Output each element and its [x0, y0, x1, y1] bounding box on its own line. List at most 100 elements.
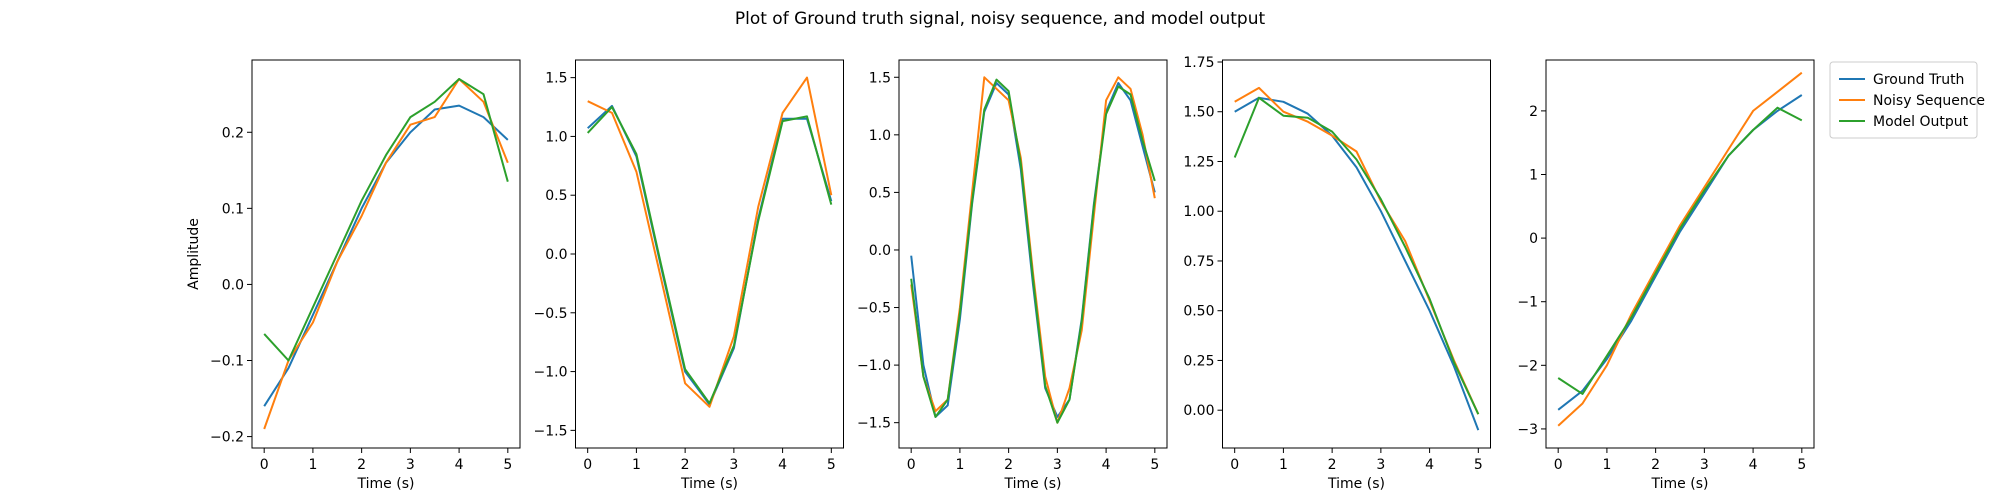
y-tick-label: −0.1	[210, 354, 244, 370]
series-group	[1233, 86, 1480, 431]
y-tick-label: 0.1	[222, 201, 244, 217]
y-tick-label: −1.0	[534, 365, 568, 381]
x-tick-label: 2	[1004, 457, 1013, 473]
y-tick-label: 0.0	[545, 247, 567, 263]
y-tick-label: 0.2	[222, 125, 244, 141]
x-tick-label: 0	[907, 457, 916, 473]
series-group	[910, 76, 1156, 424]
x-axis-label: Time (s)	[1327, 476, 1385, 492]
y-tick-label: −2	[1517, 358, 1538, 374]
y-tick-label: −3	[1517, 422, 1538, 438]
y-tick-label: −0.5	[857, 301, 891, 317]
y-tick-label: 0.75	[1183, 254, 1214, 270]
y-tick-label: 1.75	[1183, 55, 1214, 71]
legend-item: Model Output	[1839, 114, 1969, 130]
legend-box	[1829, 61, 1978, 139]
legend-item: Ground Truth	[1839, 72, 1964, 88]
x-tick-label: 4	[1102, 457, 1111, 473]
y-tick-label: 1.5	[545, 71, 567, 87]
y-tick-label: 2	[1529, 104, 1538, 120]
legend-item: Noisy Sequence	[1839, 93, 1985, 109]
x-tick-label: 4	[1749, 457, 1758, 473]
y-tick-label: −1.5	[857, 416, 891, 432]
series-line-noisy-sequence	[1557, 71, 1803, 427]
x-tick-label: 1	[1279, 457, 1288, 473]
x-tick-label: 1	[308, 457, 317, 473]
x-tick-label: 3	[1700, 457, 1709, 473]
x-tick-label: 5	[1797, 457, 1806, 473]
series-line-ground-truth	[1234, 96, 1480, 431]
axes-frame	[1545, 59, 1815, 449]
x-tick-label: 1	[1602, 457, 1611, 473]
x-tick-label: 2	[357, 457, 366, 473]
axes-frame	[1222, 59, 1491, 449]
y-tick-label: 1.5	[869, 70, 891, 86]
x-tick-label: 5	[1474, 457, 1483, 473]
series-line-model-output	[1233, 96, 1480, 415]
x-tick-label: 5	[1150, 457, 1159, 473]
x-axis-label: Time (s)	[357, 476, 415, 492]
series-line-model-output	[263, 78, 509, 362]
series-group	[1557, 71, 1803, 427]
x-tick-label: 1	[955, 457, 964, 473]
series-line-noisy-sequence	[263, 78, 509, 430]
x-tick-label: 4	[455, 457, 464, 473]
y-tick-label: 0.0	[222, 277, 244, 293]
x-tick-label: 4	[778, 457, 787, 473]
series-line-model-output	[910, 78, 1156, 424]
y-tick-label: 1.0	[545, 129, 567, 145]
y-tick-label: −0.5	[534, 306, 568, 322]
y-tick-label: 0.00	[1183, 403, 1214, 419]
subplot-3: 0 1 2 3 4 5 −1.5 −1.0 −0.5 0.0 0.5 1.0 1.5 Time (s)	[857, 59, 1168, 492]
y-tick-label: 0.0	[869, 243, 891, 259]
series-group	[263, 78, 509, 430]
x-tick-label: 1	[632, 457, 641, 473]
legend-label: Noisy Sequence	[1873, 93, 1985, 109]
legend-label: Model Output	[1873, 114, 1969, 130]
x-tick-label: 5	[503, 457, 512, 473]
subplot-4: 0 1 2 3 4 5 0.00 0.25 0.50 0.75 1.00 1.25 1.50 1.75 Ti…	[1183, 55, 1491, 492]
y-tick-label: 1.0	[869, 128, 891, 144]
subplot-2: 0 1 2 3 4 5 −1.5 −1.0 −0.5 0.0 0.5 1.0 1.5 Time (s)	[534, 59, 844, 492]
series-line-model-output	[1557, 106, 1803, 395]
axes-frame	[898, 59, 1168, 449]
legend: Ground Truth Noisy Sequence Model Output	[1829, 61, 1985, 139]
subplot-5: 0 1 2 3 4 5 −3 −2 −1 0 1 2 Time (s)	[1517, 59, 1815, 492]
subplots: 0 1 2 3 4 5 −0.2 −0.1 0.0 0.1 0.2 Time (s) Amplitude…	[186, 55, 1815, 492]
legend-label: Ground Truth	[1873, 72, 1964, 88]
subplot-1: 0 1 2 3 4 5 −0.2 −0.1 0.0 0.1 0.2 Time (s) Amplitude	[186, 59, 521, 492]
y-axis-label: Amplitude	[186, 218, 202, 290]
axes-frame	[251, 59, 521, 449]
x-tick-label: 0	[1230, 457, 1239, 473]
x-tick-label: 2	[1651, 457, 1660, 473]
y-tick-label: 0	[1529, 231, 1538, 247]
y-tick-label: 1.25	[1183, 154, 1214, 170]
x-tick-label: 2	[1328, 457, 1337, 473]
x-tick-label: 0	[260, 457, 269, 473]
x-tick-label: 3	[729, 457, 738, 473]
y-tick-label: −1	[1517, 295, 1538, 311]
y-tick-label: 0.5	[869, 185, 891, 201]
series-group	[586, 76, 833, 408]
x-tick-label: 3	[1053, 457, 1062, 473]
x-tick-label: 0	[1554, 457, 1563, 473]
y-tick-label: 1.00	[1183, 204, 1214, 220]
x-axis-label: Time (s)	[1004, 476, 1062, 492]
y-tick-label: 0.5	[545, 188, 567, 204]
x-tick-label: 0	[583, 457, 592, 473]
series-line-noisy-sequence	[587, 76, 833, 408]
x-tick-label: 3	[1376, 457, 1385, 473]
y-tick-label: −1.5	[534, 423, 568, 439]
y-tick-label: −0.2	[210, 430, 244, 446]
x-axis-label: Time (s)	[680, 476, 738, 492]
y-tick-label: 1	[1529, 167, 1538, 183]
y-tick-label: 1.50	[1183, 105, 1214, 121]
x-tick-label: 2	[681, 457, 690, 473]
x-axis-label: Time (s)	[1651, 476, 1709, 492]
x-tick-label: 4	[1425, 457, 1434, 473]
x-tick-label: 5	[827, 457, 836, 473]
x-tick-label: 3	[406, 457, 415, 473]
series-line-model-output	[586, 106, 833, 405]
